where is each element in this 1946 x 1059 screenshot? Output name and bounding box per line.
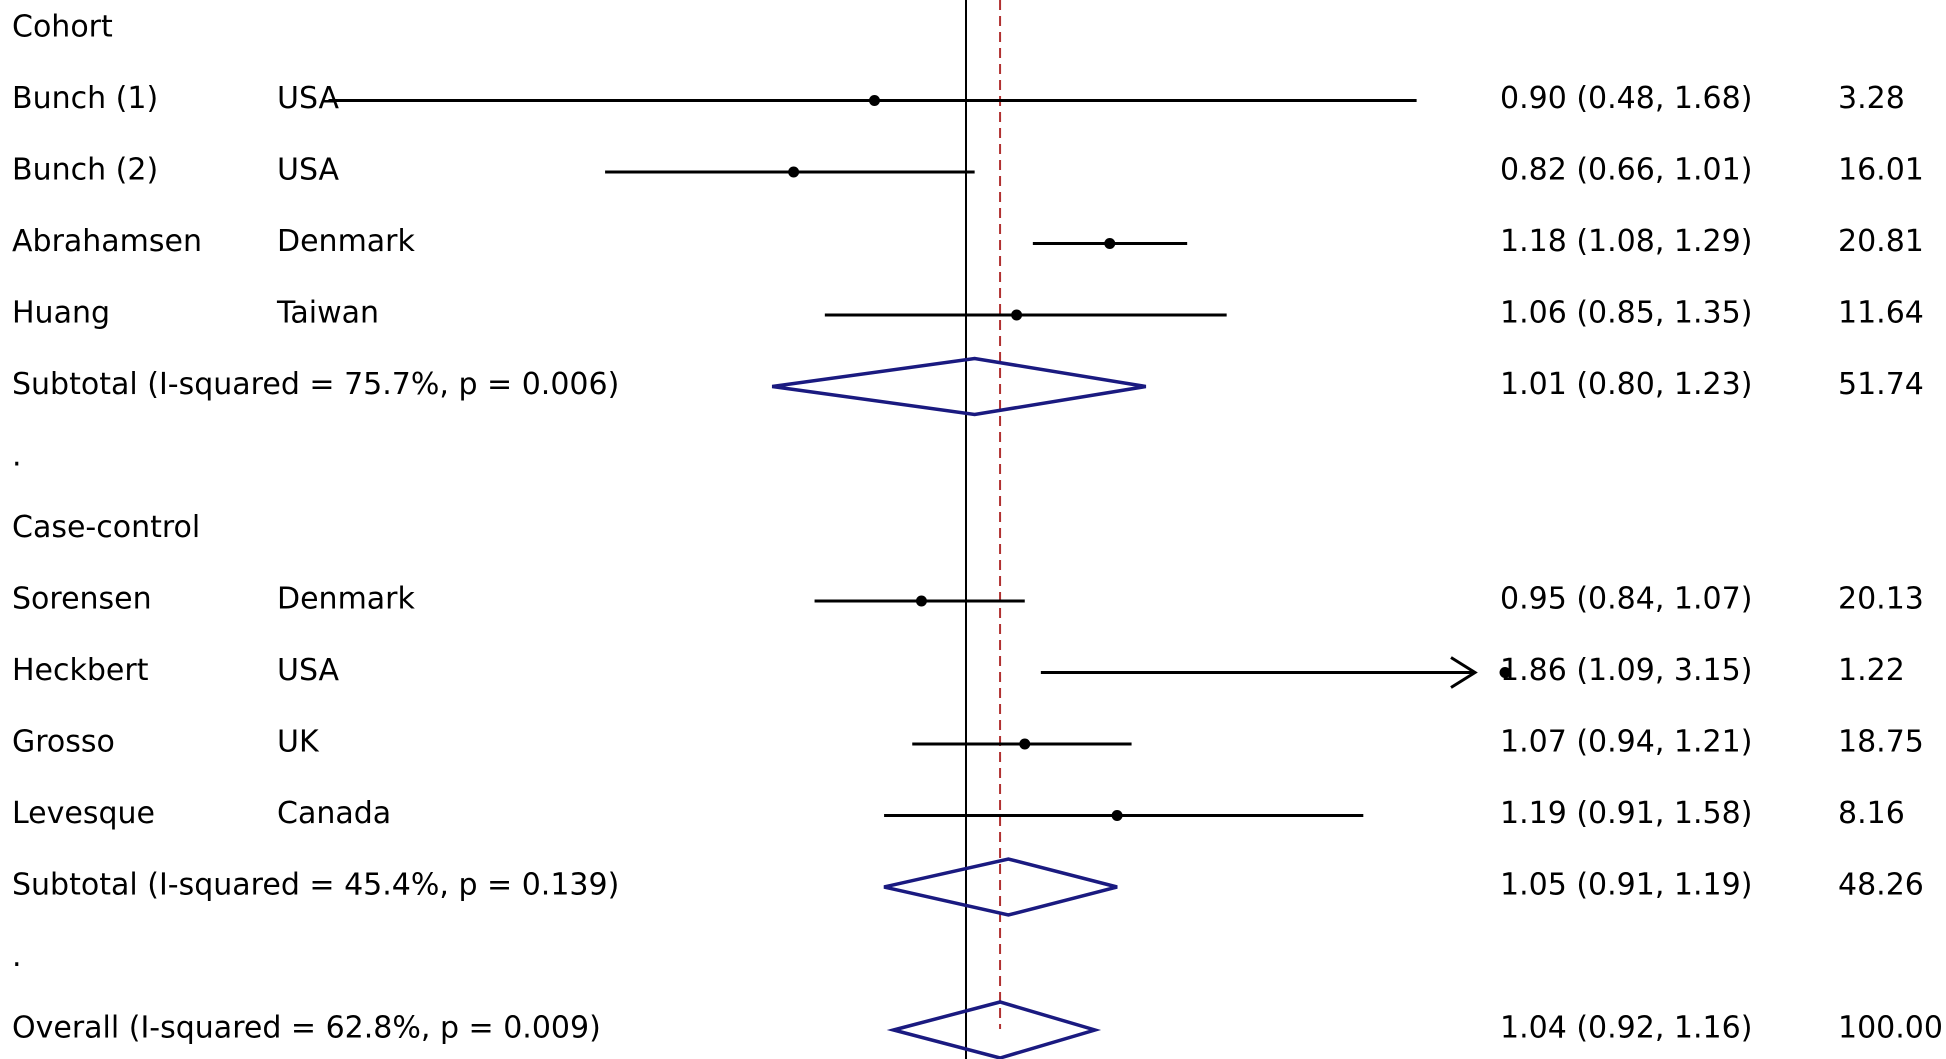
weight-label: 16.01: [1838, 153, 1924, 188]
effect-size-ci-label: 0.95 (0.84, 1.07): [1500, 582, 1752, 617]
point-estimate: [915, 595, 927, 607]
spacer-dot: .: [12, 939, 22, 974]
study-name: Heckbert: [12, 653, 149, 688]
point-estimate: [1019, 738, 1031, 750]
point-estimate: [788, 166, 800, 178]
weight-label: 8.16: [1838, 796, 1905, 831]
study-country: Taiwan: [276, 296, 379, 331]
weight-label: 20.81: [1838, 224, 1924, 259]
subtotal-diamond: [771, 356, 1147, 417]
study-country: Denmark: [277, 582, 416, 617]
point-estimate: [868, 95, 880, 106]
study-country: UK: [277, 725, 320, 760]
study-name: Grosso: [12, 725, 115, 760]
group-label: Case-control: [12, 510, 200, 545]
study-country: USA: [277, 153, 340, 188]
weight-label: 20.13: [1838, 582, 1924, 617]
spacer-dot: .: [12, 439, 22, 474]
point-estimate: [1104, 238, 1116, 249]
study-name: Huang: [12, 296, 110, 331]
effect-size-ci-label: 1.18 (1.08, 1.29): [1500, 224, 1752, 259]
overall-diamond: [886, 1000, 1102, 1059]
weight-label: 51.74: [1838, 367, 1924, 402]
effect-size-ci-label: 1.05 (0.91, 1.19): [1500, 868, 1752, 903]
effect-size-ci-label: 1.86 (1.09, 3.15): [1500, 653, 1752, 688]
point-estimate: [1111, 810, 1123, 821]
effect-size-ci-label: 1.06 (0.85, 1.35): [1500, 296, 1752, 331]
effect-size-ci-label: 1.07 (0.94, 1.21): [1500, 725, 1752, 760]
effect-size-ci-label: 1.19 (0.91, 1.58): [1500, 796, 1752, 831]
study-country: Canada: [277, 796, 391, 831]
study-name: Sorensen: [12, 582, 152, 617]
effect-size-ci-label: 0.82 (0.66, 1.01): [1500, 153, 1752, 188]
study-name: Levesque: [12, 796, 155, 831]
effect-size-ci-label: 1.01 (0.80, 1.23): [1500, 367, 1752, 402]
study-country: USA: [277, 653, 340, 688]
study-country: Denmark: [277, 224, 416, 259]
point-estimate: [1499, 667, 1511, 678]
subtotal-label: Subtotal (I-squared = 45.4%, p = 0.139): [12, 868, 619, 903]
point-estimate: [1011, 309, 1023, 321]
ci-arrow: [1450, 656, 1478, 689]
overall-label: Overall (I-squared = 62.8%, p = 0.009): [12, 1011, 601, 1046]
weight-label: 18.75: [1838, 725, 1924, 760]
weight-label: 48.26: [1838, 868, 1924, 903]
study-name: Abrahamsen: [12, 224, 202, 259]
group-label: Cohort: [12, 10, 113, 45]
study-country: USA: [277, 81, 340, 116]
weight-label: 1.22: [1838, 653, 1905, 688]
weight-label: 11.64: [1838, 296, 1924, 331]
effect-size-ci-label: 0.90 (0.48, 1.68): [1500, 81, 1752, 116]
weight-label: 3.28: [1838, 81, 1905, 116]
effect-size-ci-label: 1.04 (0.92, 1.16): [1500, 1011, 1752, 1046]
study-name: Bunch (2): [12, 153, 158, 188]
weight-label: 100.00: [1838, 1011, 1943, 1046]
subtotal-diamond: [883, 857, 1118, 917]
study-name: Bunch (1): [12, 81, 158, 116]
subtotal-label: Subtotal (I-squared = 75.7%, p = 0.006): [12, 367, 619, 402]
